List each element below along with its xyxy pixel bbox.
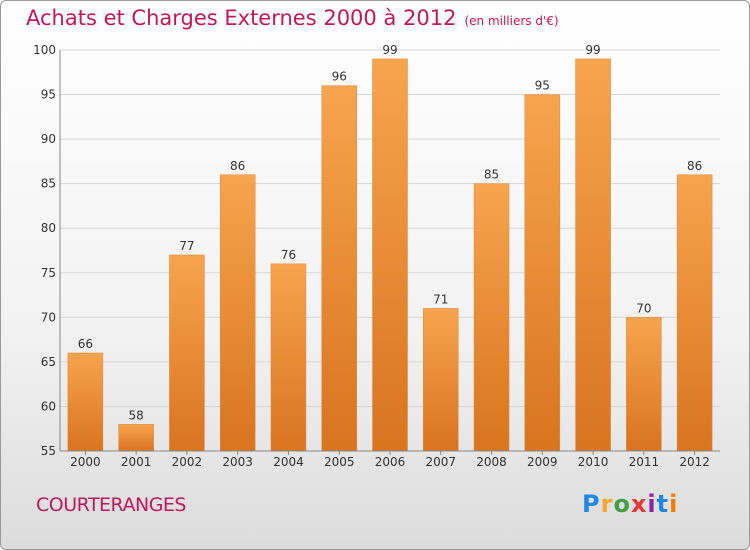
bar-value-label: 66 (78, 337, 93, 351)
logo-letter: P (582, 490, 601, 518)
axis-layer: 55 60 65 70 75 80 85 90 95 100 2000 2001 2002 2003 200… (33, 43, 720, 469)
y-tick-label: 75 (41, 266, 56, 280)
chart-title-text: Achats et Charges Externes 2000 à 2012 (26, 6, 457, 30)
x-tick-label: 2001 (121, 455, 152, 469)
logo-letter: r (600, 490, 614, 518)
y-tick-label: 85 (41, 177, 56, 191)
x-tick-label: 2010 (578, 455, 609, 469)
bar-value-label: 86 (687, 159, 702, 173)
bar-2000 (67, 352, 104, 452)
x-tick-label: 2008 (476, 455, 507, 469)
bar-value-label: 58 (129, 408, 144, 422)
bar-2012 (676, 174, 713, 452)
logo-letter: o (613, 490, 631, 518)
y-tick-label: 60 (41, 399, 56, 413)
bar-value-label: 95 (535, 79, 550, 93)
bar-2004 (270, 263, 307, 452)
bar-2003 (219, 174, 256, 452)
y-tick-label: 100 (33, 43, 56, 57)
logo-letter: i (669, 490, 679, 518)
x-tick-label: 2012 (679, 455, 710, 469)
x-tick-label: 2011 (629, 455, 660, 469)
bar-2008 (473, 183, 510, 452)
x-tick-label: 2007 (425, 455, 456, 469)
y-tick-label: 70 (41, 310, 56, 324)
bar-2002 (169, 254, 205, 452)
bar-value-label: 85 (484, 168, 499, 182)
x-tick-label: 2004 (273, 455, 304, 469)
x-tick-label: 2006 (375, 455, 406, 469)
chart-subtitle: (en milliers d'€) (464, 14, 559, 28)
bar-2009 (524, 94, 561, 452)
logo-letter: i (647, 490, 657, 518)
bar-value-label: 99 (382, 43, 397, 57)
logo-letter: t (656, 490, 670, 518)
bar-2001 (118, 424, 154, 452)
x-tick-label: 2000 (70, 455, 101, 469)
y-tick-label: 65 (41, 355, 56, 369)
bar-value-label: 86 (230, 159, 245, 173)
bar-value-label: 96 (332, 70, 347, 84)
chart-title: Achats et Charges Externes 2000 à 2012 (e… (26, 6, 559, 30)
bar-2010 (575, 58, 611, 452)
x-tick-label: 2009 (527, 455, 558, 469)
bar-2007 (423, 308, 459, 452)
proxiti-logo[interactable]: Proxiti (582, 490, 678, 518)
bar-value-label: 77 (179, 239, 194, 253)
y-tick-label: 90 (41, 132, 56, 146)
bars-layer: 66 58 77 86 76 96 99 71 85 95 99 70 86 (67, 43, 713, 452)
logo-letter: x (630, 490, 648, 518)
bar-2011 (626, 317, 662, 452)
bar-2006 (372, 58, 408, 452)
bar-value-label: 70 (636, 301, 651, 315)
bar-value-label: 99 (585, 43, 600, 57)
y-tick-label: 80 (41, 221, 56, 235)
x-tick-label: 2003 (222, 455, 253, 469)
bar-2005 (321, 85, 357, 452)
x-tick-label: 2005 (324, 455, 355, 469)
x-tick-label: 2002 (172, 455, 203, 469)
y-tick-label: 55 (41, 444, 56, 458)
y-tick-label: 95 (41, 88, 56, 102)
commune-name: COURTERANGES (36, 494, 187, 516)
bar-value-label: 71 (433, 292, 448, 306)
bar-value-label: 76 (281, 248, 296, 262)
